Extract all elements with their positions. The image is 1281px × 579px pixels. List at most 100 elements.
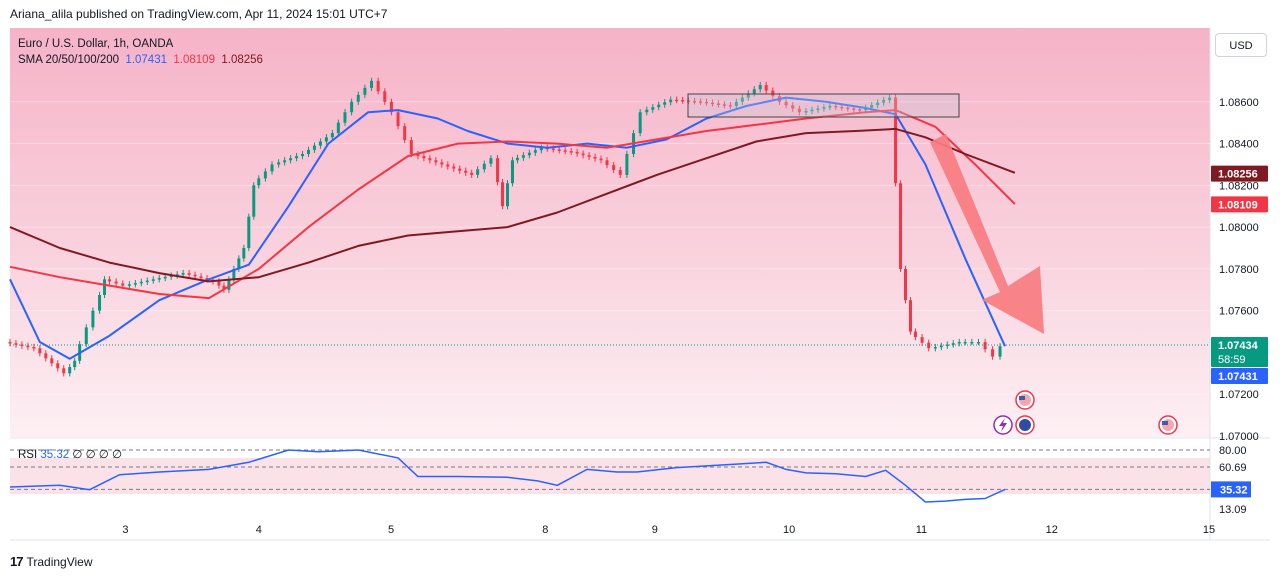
candle-body xyxy=(476,169,480,175)
candle-body xyxy=(870,105,874,108)
candle-body xyxy=(638,112,642,134)
event-flag-us-icon-2[interactable] xyxy=(1158,415,1178,435)
candle-body xyxy=(127,284,131,286)
candle-body xyxy=(888,97,892,101)
candle-body xyxy=(84,327,88,345)
candle-body xyxy=(957,342,961,344)
candle-body xyxy=(396,112,400,127)
price-badge-label: 1.07431 xyxy=(1218,371,1258,383)
sma-label: SMA 20/50/100/200 xyxy=(18,54,120,66)
rsi-levels xyxy=(10,449,1210,490)
candle-body xyxy=(645,109,649,113)
candle-body xyxy=(295,156,299,159)
candle-body xyxy=(199,276,203,279)
candle-body xyxy=(587,155,591,157)
candle-body xyxy=(257,178,261,186)
candle-body xyxy=(605,160,609,166)
sma50-value: 1.08109 xyxy=(173,54,215,66)
candle-body xyxy=(771,90,775,97)
currency-button[interactable]: USD xyxy=(1215,33,1267,57)
candle-body xyxy=(283,160,287,163)
candle-body xyxy=(945,344,949,347)
candle-body xyxy=(899,183,903,269)
candle-body xyxy=(163,276,167,279)
candle-body xyxy=(133,283,137,285)
candle-body xyxy=(409,140,413,154)
candle-body xyxy=(151,279,155,281)
candle-body xyxy=(804,110,808,113)
candle-body xyxy=(913,331,917,338)
candle-body xyxy=(834,105,838,108)
candle-body xyxy=(350,101,354,113)
rsi-value-badge-label: 35.32 xyxy=(1220,484,1248,496)
candle-body xyxy=(181,273,185,275)
candle-body xyxy=(816,108,820,110)
candle-body xyxy=(470,172,474,175)
candle-body xyxy=(205,278,209,280)
candle-body xyxy=(343,112,347,123)
price-tick-label: 1.08200 xyxy=(1219,180,1259,192)
sma20-value: 1.07431 xyxy=(125,54,167,66)
sma-line-sma-20 xyxy=(9,96,1006,360)
rsi-value: 35.32 xyxy=(40,449,70,461)
candle-body xyxy=(858,109,862,111)
candle-body xyxy=(846,107,850,110)
candles xyxy=(8,77,1002,377)
candle-body xyxy=(758,85,762,90)
candle-body xyxy=(20,344,24,347)
candle-body xyxy=(705,101,708,104)
candle-body xyxy=(428,158,432,161)
candle-body xyxy=(699,101,703,103)
main-pane-background xyxy=(10,28,1210,437)
candle-body xyxy=(882,100,886,103)
rsi-value-badge xyxy=(1211,481,1251,498)
time-tick-label: 10 xyxy=(783,524,795,536)
down-arrow-drawing[interactable] xyxy=(930,134,1044,334)
candle-body xyxy=(14,343,18,345)
candle-body xyxy=(403,126,407,141)
tv-mark-icon: 17 xyxy=(10,554,24,569)
candle-body xyxy=(193,274,197,277)
candle-body xyxy=(533,150,537,153)
candle-body xyxy=(242,248,246,259)
candle-body xyxy=(797,108,801,113)
candle-body xyxy=(232,268,236,280)
candle-body xyxy=(50,358,54,364)
rsi-label: RSI xyxy=(18,449,38,461)
candle-body xyxy=(852,108,856,110)
candle-body xyxy=(651,107,655,110)
candle-body xyxy=(675,99,679,102)
time-tick-label: 4 xyxy=(256,524,262,536)
event-flag-us-icon[interactable] xyxy=(1015,390,1035,410)
event-flag-eu-icon[interactable] xyxy=(1015,415,1035,435)
price-badge xyxy=(1211,337,1268,367)
time-tick-label: 3 xyxy=(122,524,128,536)
candle-body xyxy=(998,346,1002,357)
candle-body xyxy=(939,345,943,348)
candle-body xyxy=(581,153,585,156)
candle-body xyxy=(876,102,880,106)
tradingview-logo[interactable]: 17 TradingView xyxy=(10,554,93,569)
candle-body xyxy=(657,104,661,108)
candle-body xyxy=(828,105,832,108)
candle-body xyxy=(734,101,738,106)
sma100-value: 1.08256 xyxy=(221,54,263,66)
candle-body xyxy=(68,367,72,374)
event-lightning-icon[interactable] xyxy=(993,415,1013,435)
candle-body xyxy=(681,100,685,102)
candle-body xyxy=(32,347,36,349)
candle-body xyxy=(496,158,500,183)
candle-body xyxy=(277,162,281,165)
candle-body xyxy=(8,342,12,344)
rsi-extra: ∅ ∅ ∅ ∅ xyxy=(72,449,123,461)
time-tick-label: 15 xyxy=(1203,524,1215,536)
candle-body xyxy=(440,162,444,165)
candle-body xyxy=(963,342,967,344)
price-badge xyxy=(1211,368,1268,384)
candle-body xyxy=(330,133,334,138)
candle-body xyxy=(56,363,60,369)
candle-body xyxy=(687,100,691,103)
annotation-rectangle[interactable] xyxy=(687,93,960,118)
symbol-title: Euro / U.S. Dollar, 1h, OANDA xyxy=(18,38,174,50)
